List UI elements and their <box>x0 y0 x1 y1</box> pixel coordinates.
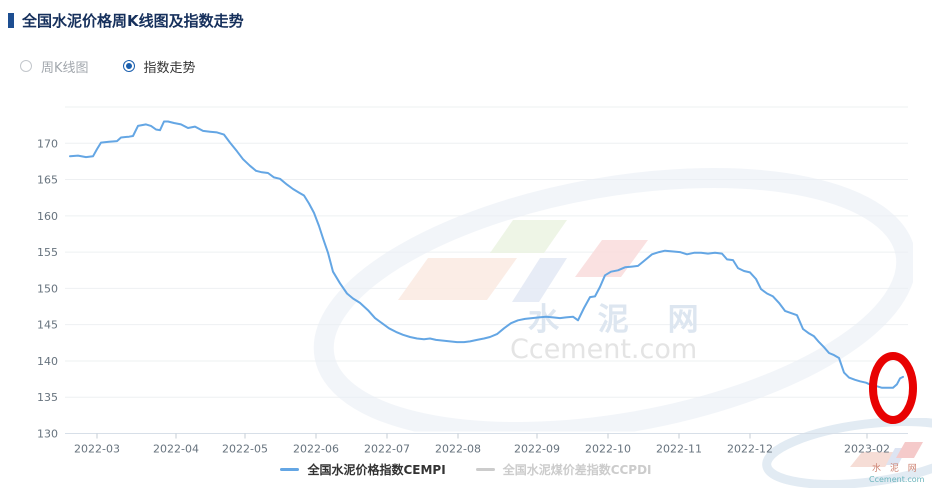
radio-selected-icon[interactable] <box>122 60 135 72</box>
legend-item-cempi[interactable]: 全国水泥价格指数CEMPI <box>280 461 446 478</box>
radio-option-kline[interactable]: 周K线图 <box>20 57 89 76</box>
y-axis-label: 140 <box>37 355 58 368</box>
corner-logo-parallelogram-icon <box>850 452 897 467</box>
x-axis-label: 2022-07 <box>364 443 410 456</box>
y-axis-label: 135 <box>37 391 58 404</box>
legend-item-ccpdi-label[interactable]: 全国水泥煤价差指数CCPDI <box>502 463 652 477</box>
cempi-line-swatch-icon <box>280 468 300 471</box>
x-axis-label: 2022-11 <box>656 443 702 456</box>
x-axis-label: 2022-10 <box>585 443 631 456</box>
cempi-index-line <box>69 120 904 389</box>
corner-logo-parallelogram-icon <box>896 442 923 458</box>
x-axis-label: 2023-02 <box>844 443 890 456</box>
y-axis-label: 145 <box>37 319 58 332</box>
chart-header: 全国水泥价格周K线图及指数走势 <box>0 0 932 36</box>
y-axis-label: 165 <box>37 174 58 187</box>
page-title: 全国水泥价格周K线图及指数走势 <box>22 12 244 30</box>
chart-legend: 全国水泥价格指数CEMPI 全国水泥煤价差指数CCPDI <box>0 461 932 478</box>
y-axis-label: 150 <box>37 282 58 295</box>
title-bullet-icon <box>8 13 14 28</box>
legend-item-cempi-label[interactable]: 全国水泥价格指数CEMPI <box>307 463 446 477</box>
x-axis-label: 2022-04 <box>153 443 199 456</box>
corner-swoosh-icon <box>762 418 932 488</box>
y-axis-label: 170 <box>37 137 58 150</box>
x-axis-label: 2022-06 <box>293 443 339 456</box>
watermark-logo-parallelogram-icon <box>575 240 648 277</box>
x-axis-label: 2022-12 <box>727 443 773 456</box>
radio-unselected-icon[interactable] <box>20 60 32 72</box>
watermark-cn-text: 水 泥 网 <box>528 302 713 338</box>
y-axis-label: 130 <box>37 428 58 441</box>
x-axis-label: 2022-03 <box>74 443 120 456</box>
corner-logo-en-text: Ccement.com <box>869 475 925 484</box>
corner-logo-cn-text: 水 泥 网 <box>872 462 920 474</box>
x-axis-label: 2022-08 <box>435 443 481 456</box>
watermark-swoosh-icon <box>313 168 913 432</box>
y-axis-label: 160 <box>37 210 58 223</box>
radio-option-index-trend-label[interactable]: 指数走势 <box>143 60 196 76</box>
watermark-en-text: Ccement.com <box>510 334 697 365</box>
watermark-logo-parallelogram-icon <box>512 258 567 302</box>
legend-item-ccpdi[interactable]: 全国水泥煤价差指数CCPDI <box>475 461 652 478</box>
red-circle-annotation <box>869 352 917 424</box>
x-axis-label: 2022-05 <box>222 443 268 456</box>
chart-mode-switch: 周K线图 指数走势 <box>20 57 196 76</box>
watermark-logo-parallelogram-icon <box>490 220 567 253</box>
radio-option-kline-label[interactable]: 周K线图 <box>41 60 89 76</box>
watermark-logo-parallelogram-icon <box>398 258 517 300</box>
y-axis-label: 155 <box>37 246 58 259</box>
ccpdi-line-swatch-icon <box>475 468 495 471</box>
x-axis-label: 2022-09 <box>514 443 560 456</box>
radio-option-index-trend[interactable]: 指数走势 <box>122 57 196 76</box>
